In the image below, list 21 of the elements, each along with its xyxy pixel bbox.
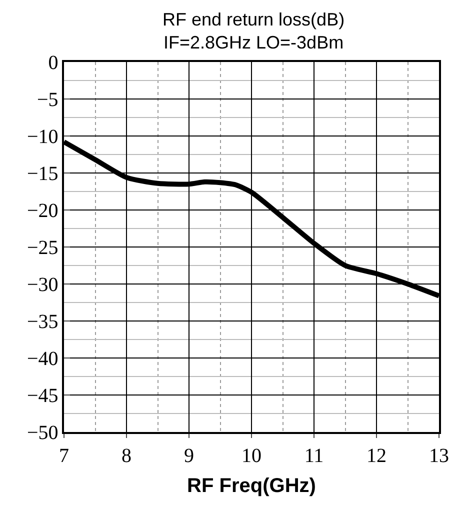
y-tick-label: −50: [26, 422, 58, 444]
y-tick-label: −20: [26, 200, 58, 222]
y-tick-label: −35: [26, 311, 58, 333]
y-tick-label: −5: [36, 89, 58, 111]
x-axis-title: RF Freq(GHz): [187, 474, 316, 497]
y-tick-label: −10: [26, 126, 58, 148]
x-tick-label: 8: [122, 444, 132, 467]
x-tick-label: 11: [304, 444, 324, 467]
y-tick-label: −45: [26, 385, 58, 407]
y-tick-label: −40: [26, 348, 58, 370]
chart-subtitle: IF=2.8GHz LO=-3dBm: [164, 32, 344, 53]
x-tick-label: 12: [366, 444, 386, 467]
x-tick-label: 7: [59, 444, 69, 467]
y-tick-label: −15: [26, 163, 58, 185]
chart-title: RF end return loss(dB): [162, 9, 345, 30]
y-tick-label: −30: [26, 274, 58, 296]
y-tick-label: −25: [26, 237, 58, 259]
y-tick-label: 0: [48, 52, 58, 74]
x-tick-label: 13: [429, 444, 449, 467]
x-tick-label: 9: [184, 444, 194, 467]
x-tick-label: 10: [242, 444, 262, 467]
